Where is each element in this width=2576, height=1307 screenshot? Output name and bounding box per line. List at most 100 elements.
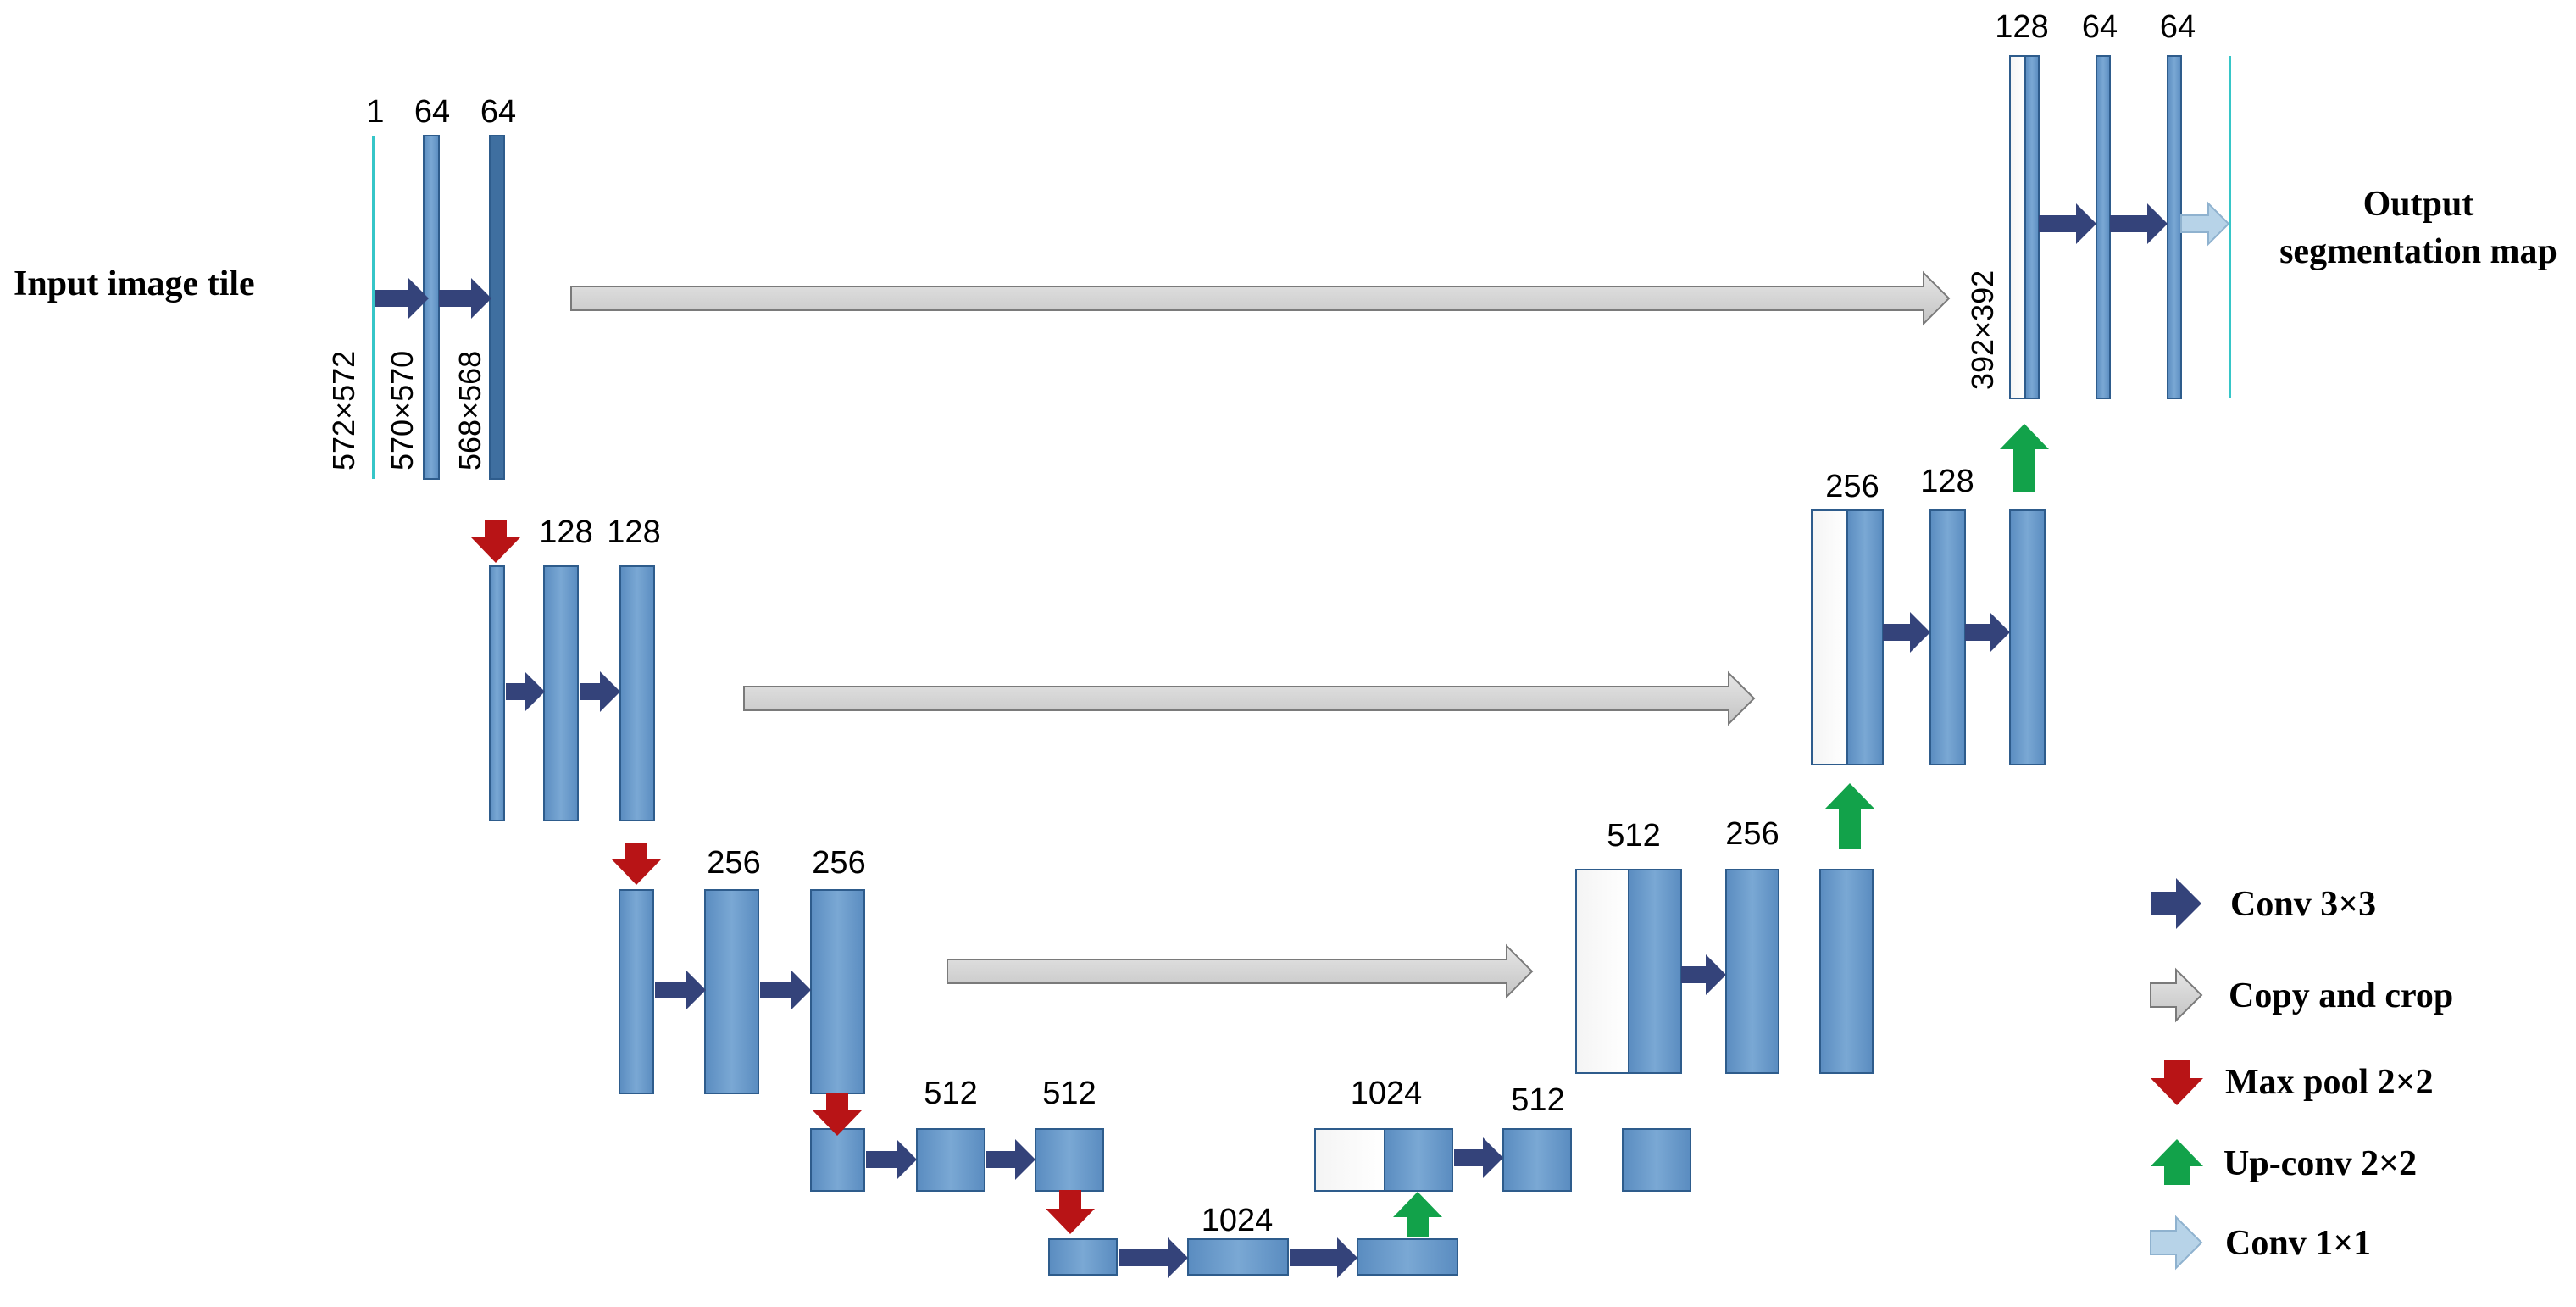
legend-label: Conv 1×1 bbox=[2225, 1224, 2371, 1263]
feature-map bbox=[1929, 509, 1966, 765]
copy-arrow-icon bbox=[947, 943, 1534, 999]
size-label: 392×392 bbox=[1965, 270, 2000, 390]
feature-map bbox=[1357, 1238, 1458, 1276]
conv-arrow-icon bbox=[580, 671, 620, 712]
legend-pool-arrow-icon bbox=[2151, 1060, 2203, 1105]
legend-label: Copy and crop bbox=[2229, 976, 2453, 1015]
legend-label: Up-conv 2×2 bbox=[2223, 1144, 2417, 1183]
feature-map bbox=[1725, 869, 1779, 1074]
conv-arrow-icon bbox=[866, 1139, 917, 1180]
feature-map bbox=[489, 135, 505, 480]
output-label-line-1: Output bbox=[2363, 185, 2474, 224]
channel-label: 64 bbox=[480, 94, 516, 130]
conv-arrow-icon bbox=[655, 970, 706, 1010]
conv-arrow-icon bbox=[439, 278, 491, 319]
channel-label: 512 bbox=[1511, 1082, 1564, 1118]
channel-label: 128 bbox=[1920, 464, 1974, 499]
channel-label: 128 bbox=[1995, 9, 2048, 45]
channel-label: 1024 bbox=[1202, 1203, 1274, 1238]
channel-label: 256 bbox=[707, 845, 760, 881]
copy-arrow-icon bbox=[570, 270, 1951, 326]
feature-map bbox=[1502, 1128, 1572, 1192]
upconv-arrow-icon bbox=[2000, 424, 2049, 492]
pool-arrows bbox=[471, 520, 1095, 1234]
conv-arrow-icon bbox=[1454, 1137, 1503, 1178]
pool-arrow-icon bbox=[612, 843, 661, 885]
channel-label: 64 bbox=[2082, 9, 2118, 45]
level-1-decoder: 128 64 64 392×392 Output segmentation ma… bbox=[1965, 9, 2557, 399]
pool-arrow-icon bbox=[1046, 1190, 1095, 1234]
feature-map bbox=[1048, 1238, 1118, 1276]
channel-label: 1024 bbox=[1351, 1076, 1423, 1111]
feature-map bbox=[2009, 509, 2046, 765]
feature-map bbox=[489, 565, 505, 821]
level-4-encoder: 512 512 bbox=[810, 1076, 1104, 1192]
cropped-copy-map bbox=[1314, 1128, 1385, 1192]
feature-map bbox=[2167, 55, 2182, 399]
legend-copy-arrow-icon bbox=[2150, 967, 2203, 1023]
level-5-bottleneck: 1024 bbox=[1048, 1203, 1458, 1276]
channel-label: 256 bbox=[1825, 469, 1879, 504]
feature-map bbox=[619, 889, 654, 1094]
feature-map bbox=[1628, 869, 1682, 1074]
legend-label: Max pool 2×2 bbox=[2225, 1063, 2434, 1102]
legend-upconv-arrow-icon bbox=[2151, 1139, 2203, 1185]
feature-map bbox=[810, 1128, 865, 1192]
legend-conv1-arrow-icon bbox=[2150, 1215, 2203, 1271]
feature-map bbox=[1384, 1128, 1453, 1192]
feature-map bbox=[1035, 1128, 1104, 1192]
cropped-copy-map bbox=[1575, 869, 1629, 1074]
feature-map bbox=[2096, 55, 2111, 399]
size-label: 570×570 bbox=[385, 351, 419, 470]
conv-arrow-icon bbox=[2110, 203, 2168, 244]
level-3-encoder: 256 256 bbox=[619, 845, 866, 1094]
channel-label: 64 bbox=[414, 94, 450, 130]
channel-label: 512 bbox=[1042, 1076, 1096, 1111]
conv-arrow-icon bbox=[760, 970, 811, 1010]
upconv-arrow-icon bbox=[1393, 1192, 1442, 1237]
conv-arrow-icon bbox=[2039, 203, 2096, 244]
feature-map bbox=[2024, 55, 2040, 399]
level-4-decoder: 1024 512 bbox=[1314, 1076, 1691, 1192]
pool-arrow-icon bbox=[813, 1093, 862, 1136]
size-label: 568×568 bbox=[452, 351, 487, 470]
feature-map bbox=[543, 565, 579, 821]
legend-conv-arrow-icon bbox=[2151, 878, 2201, 929]
cropped-copy-map bbox=[2009, 55, 2026, 399]
pool-arrow-icon bbox=[471, 520, 520, 563]
conv-arrow-icon bbox=[375, 278, 429, 319]
output-feature-map bbox=[2229, 56, 2231, 398]
feature-map bbox=[619, 565, 655, 821]
feature-map bbox=[423, 135, 440, 480]
conv-arrow-icon bbox=[1119, 1237, 1188, 1278]
feature-map bbox=[1846, 509, 1884, 765]
conv-arrow-icon bbox=[1290, 1237, 1357, 1278]
channel-label: 64 bbox=[2160, 9, 2196, 45]
feature-map bbox=[1622, 1128, 1691, 1192]
feature-map bbox=[1819, 869, 1874, 1074]
conv-arrows bbox=[375, 203, 2168, 1278]
input-feature-map bbox=[372, 136, 375, 479]
upconv-arrow-icon bbox=[1825, 783, 1874, 849]
channel-label: 256 bbox=[1725, 816, 1779, 852]
input-label: Input image tile bbox=[14, 264, 255, 303]
level-2-decoder: 256 128 bbox=[1811, 464, 2046, 765]
feature-map bbox=[810, 889, 865, 1094]
level-3-decoder: 512 256 bbox=[1575, 816, 1874, 1074]
conv1-arrow-icon bbox=[2180, 201, 2230, 247]
cropped-copy-map bbox=[1811, 509, 1848, 765]
channel-label: 256 bbox=[812, 845, 865, 881]
channel-label: 128 bbox=[607, 514, 660, 550]
conv-arrow-icon bbox=[986, 1139, 1035, 1180]
conv-arrow-icon bbox=[1681, 954, 1726, 995]
conv-arrow-icon bbox=[1883, 612, 1930, 653]
legend-label: Conv 3×3 bbox=[2230, 885, 2376, 924]
channel-label: 512 bbox=[924, 1076, 977, 1111]
channel-label: 512 bbox=[1607, 818, 1660, 854]
level-2-encoder: 128 128 bbox=[489, 514, 661, 821]
conv-arrow-icon bbox=[1965, 612, 2010, 653]
channel-label: 1 bbox=[366, 94, 384, 130]
legend: Conv 3×3 Copy and crop Max pool 2×2 Up-c… bbox=[2150, 878, 2453, 1271]
feature-map bbox=[1187, 1238, 1289, 1276]
